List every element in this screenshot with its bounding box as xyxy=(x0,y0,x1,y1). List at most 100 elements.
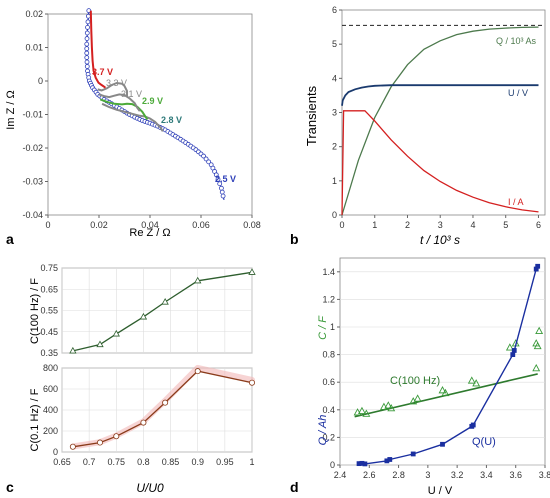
y-tick-label: 1 xyxy=(330,322,335,332)
label-2-5v: 2.5 V xyxy=(215,174,236,184)
x-tick-label: 3.4 xyxy=(480,470,493,480)
y-tick-label: -0.01 xyxy=(22,110,43,120)
data-point xyxy=(220,193,226,199)
x-tick-label: 2.4 xyxy=(334,470,347,480)
x-tick-label: 2 xyxy=(405,220,410,230)
data-point xyxy=(84,55,90,60)
panel-d-axes: 2.4 2.6 2.8 3 3.2 3.4 3.6 3.8 0 0.2 0.4 0.6 0.8 1 1.2 1… xyxy=(322,257,550,480)
data-point xyxy=(472,379,481,387)
x-tick-label: 1 xyxy=(249,457,254,467)
x-tick-label: 0.02 xyxy=(90,220,108,230)
y-tick-label: 200 xyxy=(43,426,58,436)
data-point xyxy=(69,443,76,450)
x-tick-label: 0.9 xyxy=(191,457,204,467)
data-point xyxy=(532,363,541,372)
y-tick-label: 3 xyxy=(332,108,337,118)
label-2-8v: 2.8 V xyxy=(161,115,182,125)
data-point xyxy=(140,419,147,426)
data-point xyxy=(362,409,371,417)
panel-d-ylabel-c: C / F xyxy=(317,315,329,340)
y-tick-label: 0.75 xyxy=(40,263,58,273)
data-point xyxy=(470,422,476,428)
data-point xyxy=(84,64,90,69)
x-tick-label: 3.8 xyxy=(539,470,550,480)
x-tick-label: 0.08 xyxy=(243,220,261,230)
x-tick-label: 0.7 xyxy=(83,457,96,467)
x-tick-label: 2.8 xyxy=(392,470,405,480)
data-point xyxy=(194,368,201,375)
data-point xyxy=(96,340,104,348)
data-point xyxy=(248,379,255,386)
data-point xyxy=(84,41,90,47)
panel-d-xlabel: U / V xyxy=(428,485,453,497)
y-tick-label: 5 xyxy=(332,39,337,49)
series-line xyxy=(358,265,539,465)
data-point xyxy=(85,24,90,30)
data-point xyxy=(387,457,393,462)
panel-b-plot xyxy=(341,24,545,216)
y-tick-label: 1.4 xyxy=(322,267,335,277)
y-tick-label: 0.65 xyxy=(40,284,58,294)
data-point xyxy=(206,159,212,165)
y-tick-label: 0.35 xyxy=(40,348,58,358)
y-tick-label: 2 xyxy=(332,142,337,152)
panel-b: b 0 1 2 3 4 5 6 0 1 2 3 4 5 6 t / 10³ s Transients Q … xyxy=(290,5,546,247)
y-tick-label: 0 xyxy=(330,460,335,470)
data-point xyxy=(535,263,541,269)
label-qu: Q(U) xyxy=(472,436,496,448)
data-point xyxy=(69,346,77,354)
data-point xyxy=(510,352,516,357)
data-point xyxy=(215,176,221,182)
label-3-1v: 3.1 V xyxy=(121,89,142,99)
series-line xyxy=(97,81,128,97)
y-tick-label: 0.6 xyxy=(322,377,335,387)
y-tick-label: 0.01 xyxy=(25,43,43,53)
data-point xyxy=(356,461,362,467)
data-point xyxy=(358,406,366,415)
panel-a-plot xyxy=(84,8,226,201)
data-point xyxy=(533,266,539,272)
y-tick-label: 1 xyxy=(332,176,337,186)
y-tick-label: -0.04 xyxy=(22,210,43,220)
x-tick-label: 0.95 xyxy=(216,457,234,467)
label-3-3v: 3.3 V xyxy=(106,78,127,88)
panel-d: d 2.4 2.6 2.8 3 3.2 3.4 3.6 3.8 0 0.2 0.4 0.6 0.8 1 1.… xyxy=(290,257,550,497)
y-tick-label: 4 xyxy=(332,73,337,83)
data-point xyxy=(467,376,476,384)
panel-d-ylabel-q: Q / Ah xyxy=(317,415,329,446)
data-point xyxy=(217,181,223,187)
data-point xyxy=(505,343,514,351)
x-tick-label: 6 xyxy=(536,220,541,230)
y-tick-label: 600 xyxy=(43,384,58,394)
label-u: U / V xyxy=(508,88,528,98)
x-tick-label: 0.85 xyxy=(162,457,180,467)
data-point xyxy=(84,50,90,56)
x-tick-label: 3 xyxy=(425,470,430,480)
y-tick-label: 6 xyxy=(332,5,337,15)
data-point xyxy=(84,30,90,36)
data-point xyxy=(532,339,541,347)
panel-a: a 0 0.02 0.04 0.06 0.08-0.04-0.03-0.02-0.010… xyxy=(5,8,261,247)
panel-c-letter: c xyxy=(6,479,14,495)
data-point xyxy=(84,46,90,52)
series-line xyxy=(341,84,539,106)
data-point xyxy=(535,326,544,334)
x-tick-label: 0.65 xyxy=(53,457,71,467)
data-point xyxy=(162,399,169,406)
x-tick-label: 3 xyxy=(438,220,443,230)
series-line xyxy=(341,26,539,216)
y-tick-label: -0.02 xyxy=(22,143,43,153)
data-point xyxy=(84,36,90,41)
data-point xyxy=(213,172,219,178)
data-point xyxy=(511,348,517,353)
label-3-7v: 3.7 V xyxy=(92,67,113,77)
panel-b-xlabel: t / 10³ s xyxy=(420,233,460,247)
data-point xyxy=(359,460,365,466)
data-point xyxy=(161,297,169,305)
data-point xyxy=(384,401,393,409)
panel-a-xlabel: Re Z / Ω xyxy=(129,227,170,239)
data-point xyxy=(440,441,445,447)
label-2-9v: 2.9 V xyxy=(142,96,163,106)
